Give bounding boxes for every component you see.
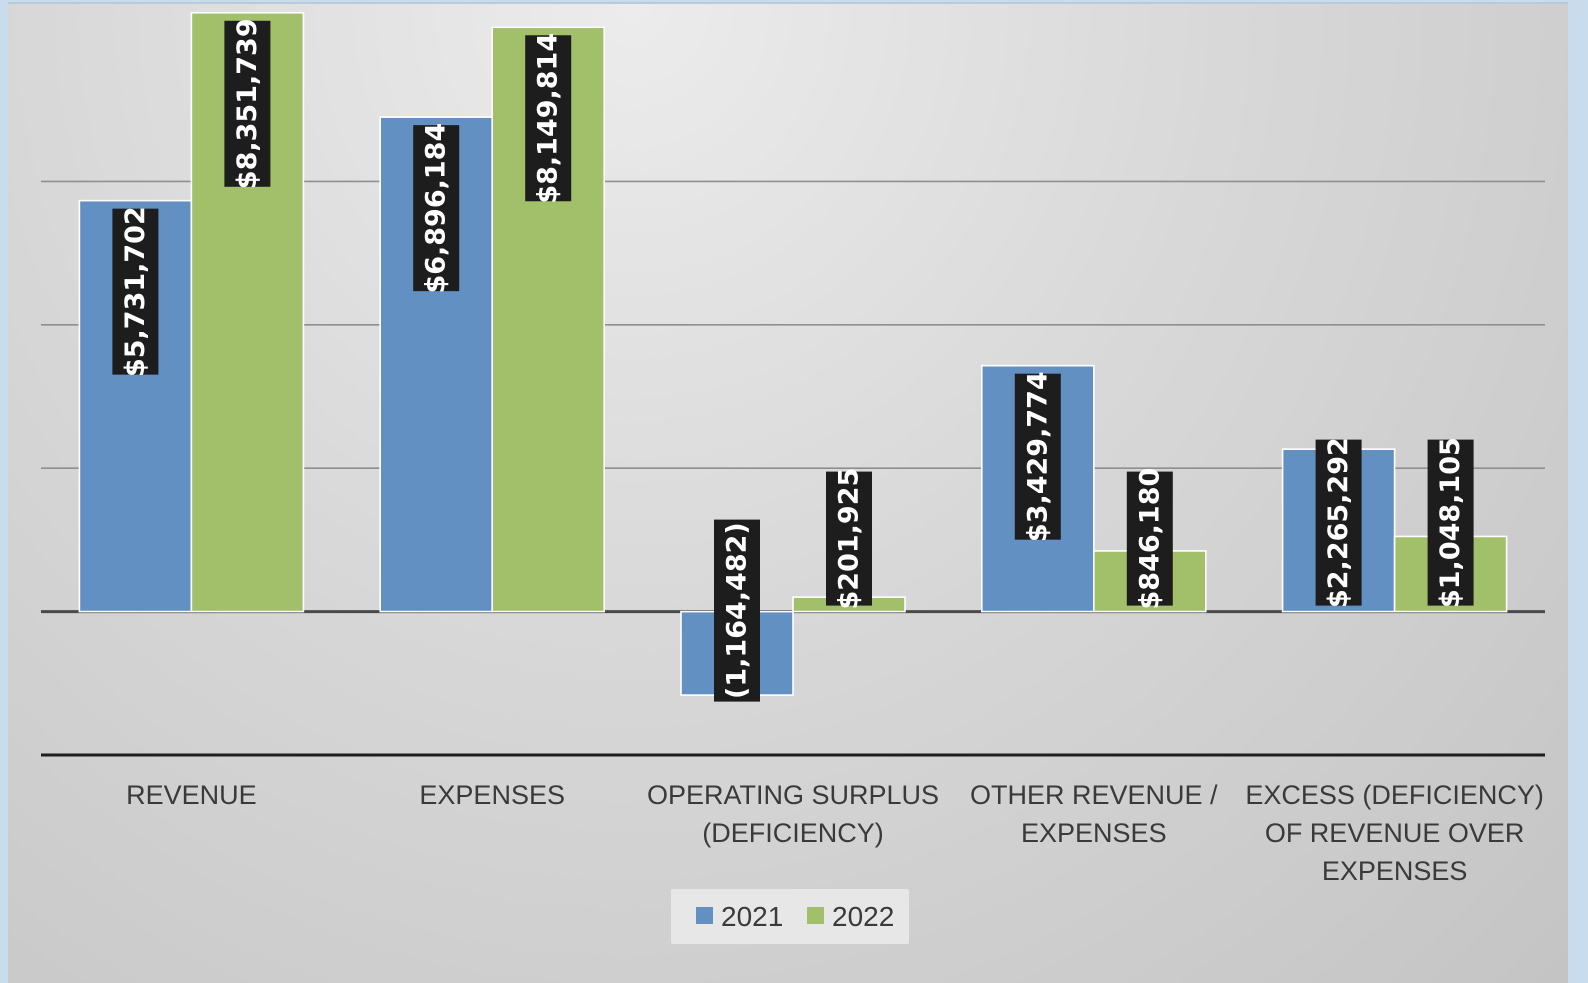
category-label: EXPENSES [419,780,565,810]
bar-2021-1 [379,116,494,613]
legend: 2021 2022 [671,889,909,944]
bars [78,11,1508,696]
data-label-box [714,519,760,702]
data-label: $846,180 [1134,468,1165,610]
category-label: OF REVENUE OVER [1265,818,1525,848]
data-label: $1,048,105 [1435,437,1466,608]
legend-box [671,889,909,944]
data-label-box [112,208,159,375]
category-label: REVENUE [126,780,257,810]
legend-label-2021: 2021 [721,901,783,932]
bar-chart: $5,731,702 $6,896,184 (1,164,482) $3,429,77… [41,11,1545,944]
data-label-box [1315,439,1362,606]
data-label-box [413,125,460,292]
data-label: $5,731,702 [120,206,151,377]
category-label: EXCESS (DEFICIENCY) [1245,780,1544,810]
category-label: (DEFICIENCY) [702,818,884,848]
data-label-box [1427,439,1474,606]
category-label: EXPENSES [1322,856,1468,886]
legend-swatch-2022 [807,907,824,924]
bar-2022-0 [190,11,305,613]
legend-swatch-2021 [696,907,713,924]
data-label: $3,429,774 [1022,371,1053,542]
data-label: $8,149,814 [533,33,564,204]
data-labels: $5,731,702 $6,896,184 (1,164,482) $3,429,77… [112,18,1474,702]
data-label: $6,896,184 [421,123,452,294]
category-label: OPERATING SURPLUS [647,780,939,810]
data-label-box [1014,373,1061,540]
chart-area: $5,731,702 $6,896,184 (1,164,482) $3,429,77… [8,2,1568,983]
data-label: $2,265,292 [1323,437,1354,608]
data-label: $8,351,739 [232,18,263,189]
data-label-box [525,35,572,202]
data-label-box [224,20,271,187]
legend-label-2022: 2022 [832,901,894,932]
data-label-box [826,471,872,606]
data-label: $201,925 [834,468,865,610]
category-label: EXPENSES [1021,818,1167,848]
category-labels: REVENUE EXPENSES OPERATING SURPLUS (DEFICIE… [126,780,1544,886]
data-label: (1,164,482) [722,522,753,699]
data-label-box [1126,471,1173,606]
category-label: OTHER REVENUE / [970,780,1218,810]
